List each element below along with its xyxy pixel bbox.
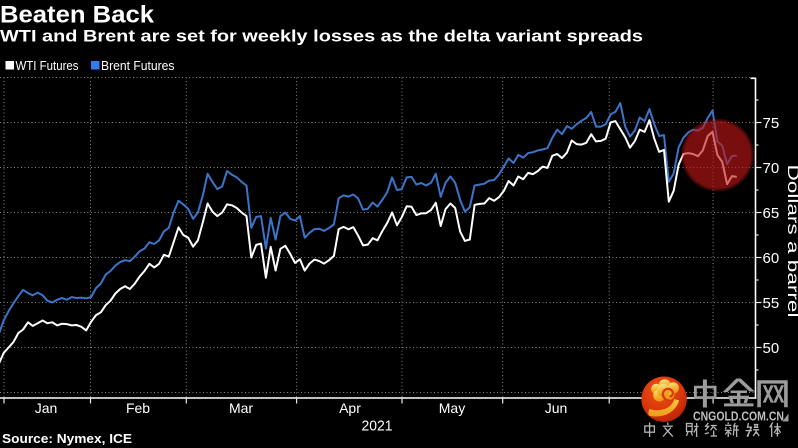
svg-text:May: May [439,400,465,416]
svg-text:55: 55 [763,295,780,312]
svg-text:Beaten Back: Beaten Back [0,2,155,29]
svg-text:Brent Futures: Brent Futures [101,58,175,73]
svg-text:WTI Futures: WTI Futures [16,58,79,73]
svg-text:Source: Nymex, ICE: Source: Nymex, ICE [2,431,132,446]
svg-text:Mar: Mar [229,400,253,416]
svg-text:60: 60 [763,250,780,267]
svg-text:Jun: Jun [545,400,568,416]
svg-text:WTI and Brent are set for week: WTI and Brent are set for weekly losses … [0,28,643,46]
svg-text:2021: 2021 [362,419,393,435]
svg-text:65: 65 [763,205,780,222]
svg-text:Jan: Jan [35,400,58,416]
svg-text:CNGOLD.COM.CN: CNGOLD.COM.CN [693,410,784,424]
svg-text:Feb: Feb [126,400,150,416]
svg-text:75: 75 [763,115,780,132]
svg-text:Dollars a barrel: Dollars a barrel [784,165,798,318]
svg-text:70: 70 [763,160,780,177]
svg-text:50: 50 [763,340,780,357]
svg-text:Apr: Apr [339,400,361,416]
